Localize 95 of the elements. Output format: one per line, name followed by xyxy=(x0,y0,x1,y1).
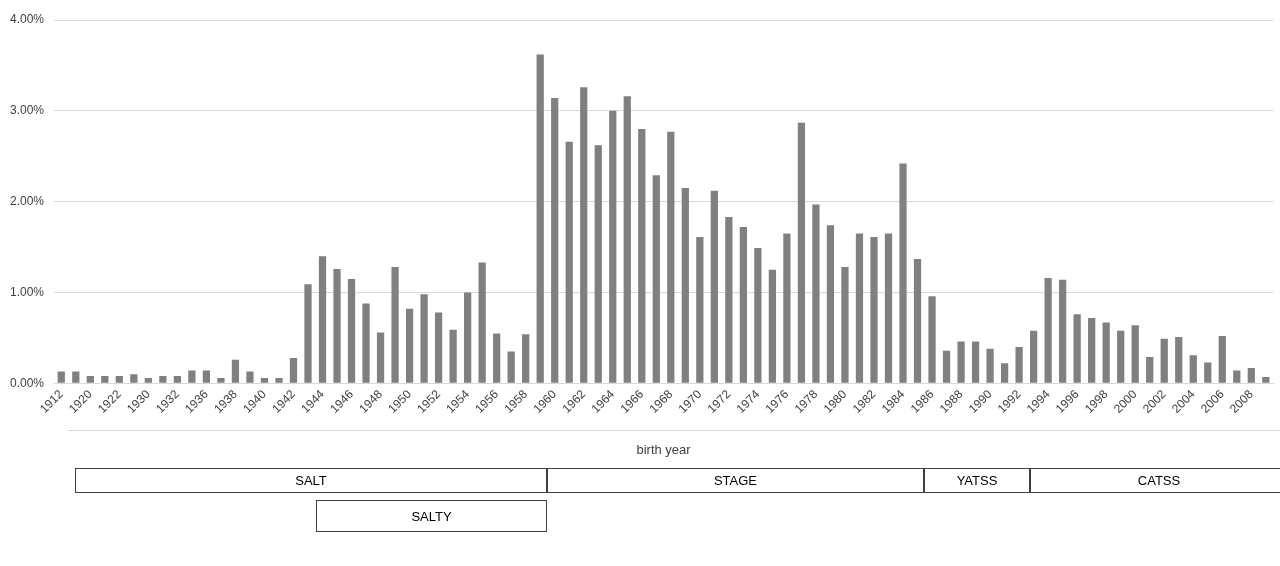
bar xyxy=(1233,370,1241,383)
bar xyxy=(696,237,704,383)
bar xyxy=(260,377,269,383)
bar xyxy=(246,371,254,383)
bar xyxy=(1146,357,1154,383)
bar xyxy=(72,371,80,383)
y-tick-label: 3.00% xyxy=(9,103,45,118)
bar xyxy=(275,377,283,383)
bar xyxy=(797,122,806,383)
bar xyxy=(913,258,922,383)
bar xyxy=(1131,325,1139,383)
bar xyxy=(725,217,733,383)
bar xyxy=(1160,338,1168,383)
text: SALTY xyxy=(316,500,547,532)
bar xyxy=(1175,337,1183,383)
bar xyxy=(115,376,123,383)
bar xyxy=(1000,363,1009,383)
bar xyxy=(870,237,878,383)
text: YATSS xyxy=(924,468,1030,493)
y-tick-label: 2.00% xyxy=(9,193,45,208)
bar xyxy=(1088,317,1096,383)
bar xyxy=(289,357,298,383)
bar xyxy=(362,303,370,383)
bar xyxy=(376,332,385,383)
bar xyxy=(594,145,602,383)
bar xyxy=(391,267,399,383)
bar xyxy=(986,348,994,383)
bar xyxy=(173,376,182,383)
bar xyxy=(536,54,544,383)
bar xyxy=(202,370,211,383)
bar xyxy=(1102,322,1110,383)
bar xyxy=(1262,376,1270,383)
bar xyxy=(1029,330,1038,383)
bar xyxy=(855,233,864,383)
bar xyxy=(420,294,428,383)
bar xyxy=(841,267,849,383)
y-tick-label: 0.00% xyxy=(9,375,45,390)
bar xyxy=(971,341,980,383)
bar xyxy=(638,129,646,383)
bar xyxy=(333,268,341,383)
text: CATSS xyxy=(1030,468,1280,493)
bar xyxy=(739,227,747,383)
bar xyxy=(754,248,762,383)
bar xyxy=(231,359,240,383)
bar xyxy=(884,233,893,383)
bar xyxy=(101,376,109,383)
bar xyxy=(957,341,965,383)
bar xyxy=(86,376,94,383)
bar xyxy=(609,110,617,383)
bar xyxy=(681,188,689,383)
bar xyxy=(57,371,65,383)
bar xyxy=(1044,277,1052,383)
bar xyxy=(623,96,631,383)
bar xyxy=(217,377,225,383)
bar xyxy=(1247,367,1255,383)
bar xyxy=(405,308,414,383)
bar xyxy=(826,225,835,383)
bar xyxy=(1189,355,1197,383)
bar xyxy=(434,312,443,383)
bar xyxy=(899,163,907,383)
bar xyxy=(347,278,356,383)
bar xyxy=(1073,314,1081,383)
bar xyxy=(710,190,718,383)
bar xyxy=(144,377,152,383)
bar xyxy=(1117,330,1125,383)
bar xyxy=(449,329,457,383)
bar xyxy=(580,87,588,383)
bar xyxy=(304,284,312,383)
bar xyxy=(928,296,936,383)
bar xyxy=(652,175,660,383)
bar xyxy=(667,131,675,383)
bar xyxy=(942,350,951,383)
bar xyxy=(188,370,196,383)
text: STAGE xyxy=(547,468,924,493)
y-tick-label: 4.00% xyxy=(9,12,45,27)
bar xyxy=(1059,279,1067,383)
bar xyxy=(130,374,138,383)
bar xyxy=(522,334,530,383)
bar xyxy=(1015,347,1023,383)
bar xyxy=(783,233,791,383)
bar xyxy=(1218,336,1226,383)
x-axis-title: birth year xyxy=(636,441,692,457)
bar xyxy=(507,351,515,383)
bar xyxy=(812,204,820,383)
bar xyxy=(159,376,167,383)
bar xyxy=(551,98,559,383)
text: SALT xyxy=(75,468,547,493)
bar xyxy=(464,292,472,383)
bar xyxy=(768,269,777,383)
bar xyxy=(478,262,486,383)
bar xyxy=(565,141,573,383)
y-tick-label: 1.00% xyxy=(9,284,45,299)
bar xyxy=(318,256,327,383)
bar xyxy=(493,333,501,383)
bar xyxy=(1204,362,1212,383)
